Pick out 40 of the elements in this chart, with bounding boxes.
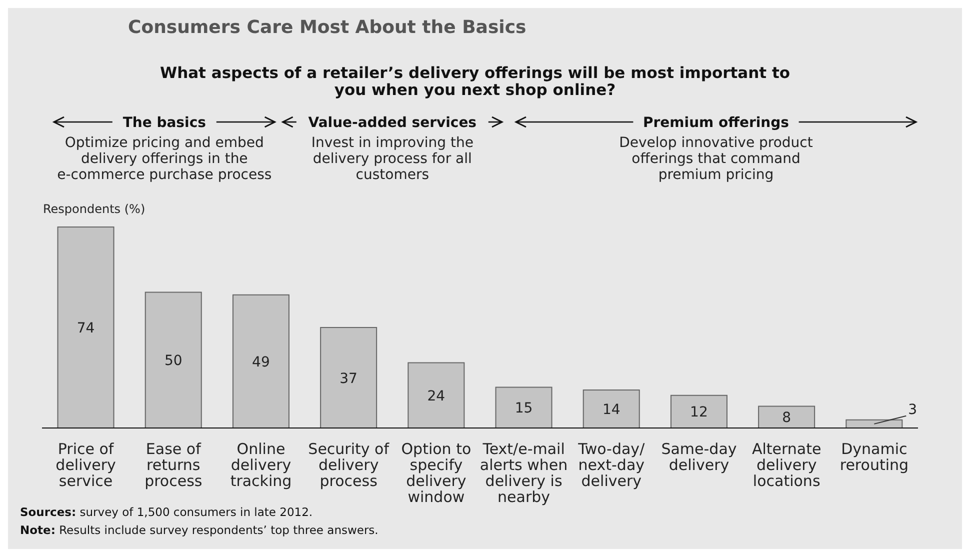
- data-label: 74: [76, 320, 95, 336]
- data-label: 3: [908, 402, 918, 418]
- x-tick-label: Online delivery tracking: [230, 440, 292, 490]
- x-tick-label: Dynamic rerouting: [840, 440, 909, 474]
- bar: [144, 292, 202, 428]
- data-label: 24: [427, 388, 446, 404]
- chart-title: Consumers Care Most About the Basics: [128, 17, 526, 38]
- text: The basics: [122, 115, 206, 131]
- x-tick-label: Security of delivery process: [308, 440, 390, 490]
- x-tick-label: Two-day/ next-day delivery: [577, 440, 646, 490]
- x-tick-label: Alternate delivery locations: [752, 440, 822, 490]
- text: Note: Results include survey respondents’ top three answers.: [20, 523, 378, 537]
- data-label: 14: [602, 402, 620, 418]
- bar: [495, 386, 552, 428]
- x-tick-label: Option to specify delivery window: [401, 440, 472, 506]
- x-tick-label: Price of delivery service: [56, 440, 116, 490]
- bar: [670, 394, 728, 428]
- text: Develop innovative product offerings that command premium pricing: [619, 135, 814, 183]
- source-note: Sources: survey of 1,500 consumers in late 2012.: [20, 505, 313, 519]
- data-label: 37: [340, 370, 358, 387]
- data-label: 49: [252, 354, 270, 370]
- y-axis-title: Respondents (%): [43, 202, 146, 216]
- bar: [758, 406, 816, 428]
- x-tick-label: Ease of returns process: [144, 440, 202, 490]
- bar: [232, 294, 290, 428]
- bar: [408, 362, 465, 428]
- text: Invest in improving the delivery process for all customers: [311, 135, 474, 183]
- data-label: 15: [514, 400, 533, 417]
- x-tick-label: Same-day delivery: [661, 440, 737, 474]
- data-label: 50: [164, 353, 182, 370]
- x-tick-label: Text/e-mail alerts when delivery is nearby: [480, 440, 568, 506]
- text: Optimize pricing and embed delivery offerings in the e-commerce purchase process: [57, 135, 272, 183]
- bar: [320, 327, 378, 428]
- bar: [582, 389, 640, 428]
- chart-subtitle: What aspects of a retailer’s delivery offerings will be most important to you when you next shop online?: [160, 64, 790, 99]
- text: Value-added services: [308, 115, 477, 131]
- bar: [57, 226, 114, 428]
- data-label: 12: [690, 404, 708, 421]
- data-label: 8: [782, 410, 792, 426]
- text: Premium offerings: [643, 115, 789, 131]
